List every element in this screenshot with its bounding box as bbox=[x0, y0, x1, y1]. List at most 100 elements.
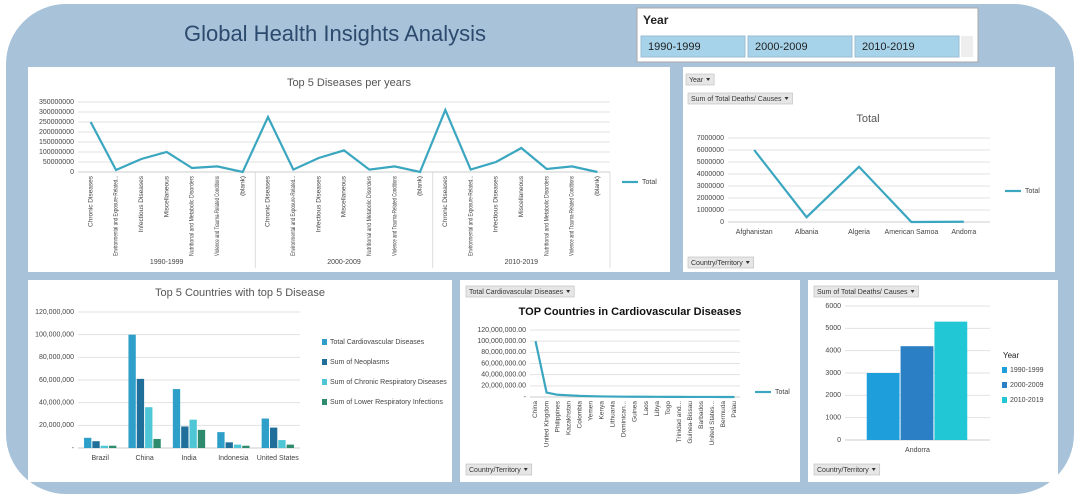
bar bbox=[92, 441, 100, 448]
panel bbox=[460, 280, 800, 482]
field-button[interactable] bbox=[813, 463, 881, 476]
x-tick-label: China bbox=[532, 401, 539, 418]
dropdown-arrow bbox=[523, 468, 528, 471]
y-tick-label: 60,000,000 bbox=[39, 377, 74, 384]
line bbox=[89, 107, 598, 174]
field-button-label: Sum of Total Deaths/ Causes bbox=[691, 96, 782, 103]
bar bbox=[866, 373, 900, 440]
x-tick-label: Chronic Diseases bbox=[442, 175, 449, 227]
x-tick-label: Afghanistan bbox=[736, 229, 773, 236]
x-tick-label: (blank) bbox=[594, 176, 601, 196]
legend-label: 1990-1999 bbox=[1010, 367, 1044, 374]
y-tick-label: 7000000 bbox=[697, 135, 724, 142]
legend-swatch bbox=[322, 399, 327, 405]
x-tick-label: Laos bbox=[643, 400, 650, 415]
x-tick-label: United States bbox=[257, 455, 300, 462]
x-tick-label: Barbados bbox=[698, 400, 705, 429]
bar bbox=[153, 438, 161, 448]
dropdown-arrow bbox=[784, 97, 789, 100]
line bbox=[753, 149, 964, 224]
x-tick-label: Infectious Diseases bbox=[315, 175, 322, 232]
field-button[interactable] bbox=[465, 285, 575, 298]
x-tick-label: Dominican... bbox=[621, 401, 628, 437]
field-button[interactable] bbox=[465, 463, 533, 476]
bar bbox=[900, 346, 934, 440]
field-button[interactable] bbox=[685, 73, 715, 86]
x-tick-label: Bermuda bbox=[720, 401, 727, 428]
dropdown-arrow bbox=[910, 290, 915, 293]
field-button-label: Total Cardiovascular Diseases bbox=[469, 289, 564, 296]
dropdown-arrow bbox=[871, 468, 876, 471]
y-tick-label: 3000 bbox=[825, 370, 841, 377]
bar bbox=[242, 445, 250, 448]
x-tick-label: Indonesia bbox=[218, 455, 248, 462]
bar bbox=[261, 418, 269, 448]
legend-label: Total bbox=[642, 179, 657, 186]
bar bbox=[233, 444, 242, 448]
y-tick-label: 200000000 bbox=[39, 129, 74, 136]
x-tick-label: Nutritional and Metabolic Disorders bbox=[189, 175, 196, 256]
dropdown-arrow bbox=[566, 290, 571, 293]
bar bbox=[189, 419, 197, 448]
y-tick-label: 20,000,000 bbox=[39, 422, 74, 429]
x-tick-label: Guinea-Bissau bbox=[687, 401, 694, 444]
legend-swatch bbox=[1002, 397, 1007, 403]
bar bbox=[109, 445, 117, 448]
x-tick-label: Palau bbox=[731, 401, 738, 418]
x-tick-label: Infectious Diseases bbox=[493, 175, 500, 232]
dashboard-title: Global Health Insights Analysis bbox=[184, 21, 486, 46]
y-tick-label: 40,000,000.00 bbox=[481, 372, 526, 379]
chart-title: Total bbox=[856, 113, 879, 125]
y-tick-label: 50000000 bbox=[43, 159, 74, 166]
y-tick-label: 250000000 bbox=[39, 119, 74, 126]
x-tick-label: Violence and Trauma-Related Conditions bbox=[214, 175, 221, 256]
bar bbox=[269, 427, 278, 448]
x-tick-label: Environmental and Exposure-Related... bbox=[113, 176, 120, 256]
bar bbox=[136, 378, 145, 448]
x-tick-label: Philippines bbox=[554, 400, 561, 432]
y-tick-label: 2000 bbox=[825, 392, 841, 399]
field-button-label: Year bbox=[689, 77, 704, 84]
group-label: 2010-2019 bbox=[505, 259, 539, 266]
slicer-item[interactable] bbox=[854, 35, 960, 58]
legend-swatch bbox=[1002, 382, 1007, 388]
x-tick-label: Environmental and Exposure-Related... bbox=[290, 176, 297, 256]
x-tick-label: Nutritional and Metabolic Disorders bbox=[366, 175, 373, 256]
bar bbox=[128, 334, 136, 448]
slicer-item[interactable] bbox=[747, 35, 853, 58]
x-tick-label: Chronic Diseases bbox=[265, 175, 272, 227]
x-tick-label: United States... bbox=[709, 401, 716, 446]
y-tick-label: 0 bbox=[720, 219, 724, 226]
legend-title: Year bbox=[1003, 351, 1020, 360]
field-button[interactable] bbox=[687, 256, 755, 269]
x-tick-label: Miscellaneous bbox=[341, 175, 348, 217]
x-tick-label: Yemen bbox=[588, 401, 595, 421]
y-tick-label: - bbox=[72, 445, 75, 452]
slicer-item[interactable] bbox=[640, 35, 746, 58]
x-tick-label: Miscellaneous bbox=[518, 175, 525, 217]
x-tick-label: Algeria bbox=[848, 229, 870, 236]
slicer-item-label: 2000-2009 bbox=[755, 41, 808, 53]
x-tick-label: American Samoa bbox=[885, 229, 939, 236]
x-tick-label: Brazil bbox=[91, 455, 109, 462]
y-tick-label: 6000000 bbox=[697, 147, 724, 154]
dropdown-arrow bbox=[706, 78, 711, 81]
x-tick-label: India bbox=[181, 455, 196, 462]
x-tick-label: Togo bbox=[665, 401, 672, 415]
legend-swatch bbox=[322, 379, 327, 385]
legend-swatch bbox=[1002, 367, 1007, 373]
y-tick-label: - bbox=[524, 394, 527, 401]
legend-label: 2000-2009 bbox=[1010, 382, 1044, 389]
bar bbox=[172, 389, 181, 448]
y-tick-label: 80,000,000.00 bbox=[481, 349, 526, 356]
field-button-label: Country/Territory bbox=[469, 467, 521, 474]
y-tick-label: 100,000,000 bbox=[35, 332, 74, 339]
bar bbox=[225, 442, 233, 448]
bar bbox=[84, 437, 92, 448]
legend-swatch bbox=[322, 339, 327, 345]
field-button[interactable] bbox=[687, 92, 793, 105]
slicer-scroll[interactable] bbox=[961, 36, 973, 57]
field-button[interactable] bbox=[813, 285, 919, 298]
legend-label: Total bbox=[1025, 188, 1040, 195]
